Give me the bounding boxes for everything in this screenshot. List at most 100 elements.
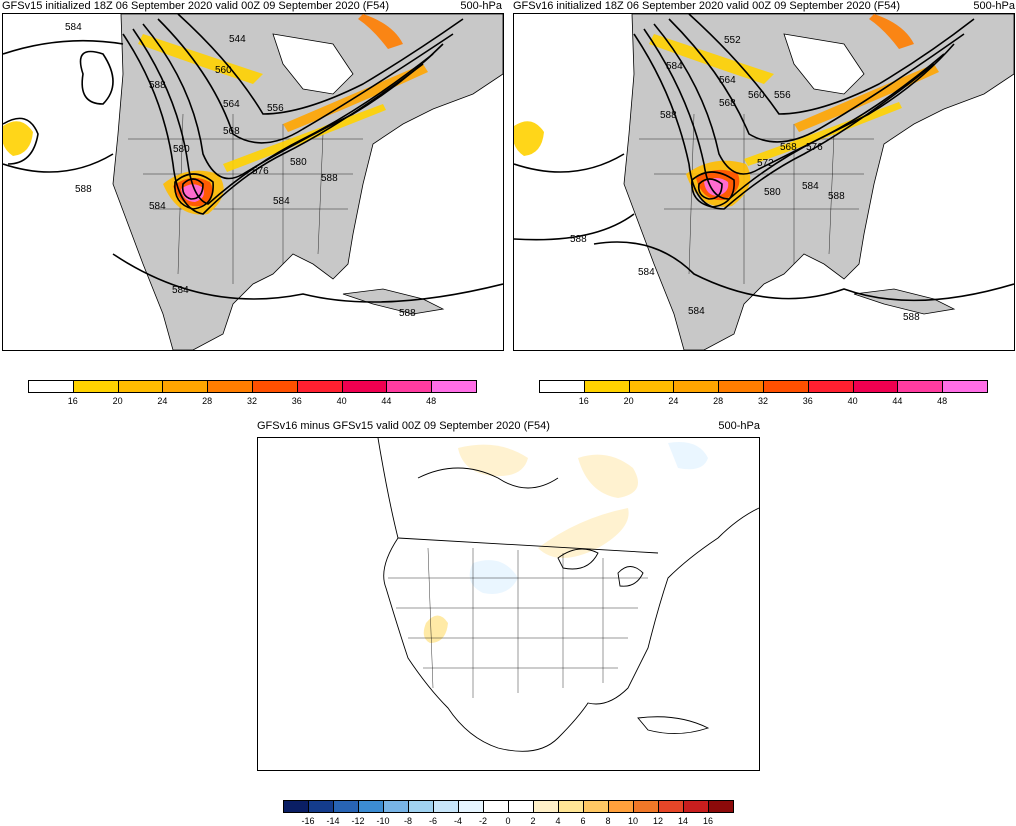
colorbar-tick-label: 0: [505, 816, 511, 826]
contour-label: 588: [75, 184, 92, 195]
contour-label: 588: [660, 110, 677, 121]
colorbar-tick-label: -2: [478, 816, 488, 826]
colorbar-tick-label: 24: [157, 396, 168, 406]
colorbar-tick-label: 32: [757, 396, 769, 406]
contour-label: 576: [806, 142, 823, 153]
contour-label: 556: [774, 90, 791, 101]
colorbar-tick-label: 44: [892, 396, 903, 406]
contour-label: 568: [719, 98, 736, 109]
colorbar-box: [483, 800, 509, 813]
contour-label: 588: [570, 234, 587, 245]
colorbar-box: [633, 800, 659, 813]
colorbar-tick-label: -6: [428, 816, 438, 826]
colorbar-tick-label: 44: [381, 396, 392, 406]
colorbar-tick-label: 36: [291, 396, 302, 406]
colorbar-box: [558, 800, 584, 813]
colorbar-tick-label: 16: [702, 816, 714, 826]
colorbar-tick-label: -4: [453, 816, 463, 826]
colorbar-box: [708, 800, 734, 813]
map-gfsv16: 552 584 564 588 568 560 556 568 576 572 …: [514, 14, 1014, 350]
colorbar-box: [807, 380, 854, 393]
colorbar-box: [162, 380, 209, 393]
colorbar-gfsv16: 16 20 24 28 32 36 40 44 48: [539, 380, 988, 410]
colorbar-gfsv15: 16 20 24 28 32 36 40 44 48: [28, 380, 477, 410]
colorbar-tick-label: 28: [202, 396, 213, 406]
colorbar-box: [296, 380, 343, 393]
contour-label: 584: [172, 285, 189, 296]
colorbar-box: [763, 380, 809, 393]
colorbar-tick-label: 10: [627, 816, 639, 826]
colorbar-box: [583, 380, 630, 393]
contour-label: 580: [764, 187, 781, 198]
panel-gfsv15: GFSv15 initialized 18Z 06 September 2020…: [0, 0, 505, 352]
contour-label: 584: [149, 201, 166, 212]
level-label: 500-hPa: [460, 0, 502, 12]
colorbar-box: [252, 380, 298, 393]
contour-label: 588: [828, 191, 845, 202]
map-difference: [377, 438, 759, 752]
panel-title: GFSv16 initialized 18Z 06 September 2020…: [513, 0, 901, 12]
colorbar-box: [583, 800, 609, 813]
panel-title: GFSv15 initialized 18Z 06 September 2020…: [2, 0, 390, 12]
colorbar-tick-label: -16: [301, 816, 315, 826]
contour-label: 556: [267, 103, 284, 114]
colorbar-tick-label: 32: [246, 396, 258, 406]
colorbar-tick-label: 16: [578, 396, 589, 406]
colorbar-box: [508, 800, 534, 813]
colorbar-box: [897, 380, 944, 393]
colorbar-box: [28, 380, 74, 393]
colorbar-box: [431, 380, 477, 393]
panel-difference: GFSv16 minus GFSv15 valid 00Z 09 Septemb…: [255, 420, 761, 772]
colorbar-box: [658, 800, 684, 813]
colorbar-tick-label: 36: [802, 396, 813, 406]
map-frame: 584 588 544 560 564 556 568 580 576 584 …: [2, 13, 504, 351]
colorbar-tick-label: 2: [530, 816, 536, 826]
map-frame: [257, 437, 760, 771]
colorbar-tick-label: 48: [426, 396, 437, 406]
contour-label: 572: [757, 158, 774, 169]
colorbar-box: [333, 800, 359, 813]
colorbar-tick-label: 40: [847, 396, 858, 406]
contour-label: 576: [252, 166, 269, 177]
colorbar-box: [383, 800, 409, 813]
contour-label: 568: [780, 142, 797, 153]
colorbar-box: [72, 380, 119, 393]
panel-title: GFSv16 minus GFSv15 valid 00Z 09 Septemb…: [257, 420, 550, 432]
contour-label: 560: [215, 65, 232, 76]
colorbar-tick-label: -10: [376, 816, 390, 826]
colorbar-tick-label: 20: [623, 396, 634, 406]
contour-label: 588: [321, 173, 338, 184]
colorbar-tick-label: -14: [326, 816, 340, 826]
panel-gfsv16: GFSv16 initialized 18Z 06 September 2020…: [511, 0, 1016, 352]
contour-label: 584: [65, 22, 82, 33]
colorbar-tick-label: 8: [605, 816, 611, 826]
colorbar-difference: -16 -14 -12 -10 -8 -6 -4 -2 0 2 4 6 8 10 12 14 16: [283, 800, 734, 826]
contour-label: 584: [273, 196, 290, 207]
colorbar-box: [308, 800, 334, 813]
colorbar-tick-label: 40: [336, 396, 347, 406]
contour-label: 580: [173, 144, 190, 155]
contour-label: 588: [903, 312, 920, 323]
colorbar-tick-label: 20: [112, 396, 123, 406]
colorbar-box: [942, 380, 988, 393]
level-label: 500-hPa: [718, 420, 760, 432]
colorbar-tick-label: 4: [555, 816, 561, 826]
map-gfsv15: 584 588 544 560 564 556 568 580 576 584 …: [3, 14, 503, 350]
contour-label: 544: [229, 34, 246, 45]
map-frame: 552 584 564 588 568 560 556 568 576 572 …: [513, 13, 1015, 351]
contour-label: 584: [802, 181, 819, 192]
colorbar-box: [117, 380, 164, 393]
contour-label: 584: [688, 306, 705, 317]
contour-label: 568: [223, 126, 240, 137]
contour-label: 560: [748, 90, 765, 101]
colorbar-box: [718, 380, 764, 393]
colorbar-tick-label: 28: [713, 396, 724, 406]
colorbar-box: [683, 800, 709, 813]
colorbar-tick-label: -8: [403, 816, 413, 826]
colorbar-box: [341, 380, 388, 393]
colorbar-tick-label: 14: [677, 816, 689, 826]
colorbar-box: [608, 800, 634, 813]
colorbar-box: [207, 380, 253, 393]
colorbar-box: [433, 800, 459, 813]
colorbar-box: [458, 800, 484, 813]
